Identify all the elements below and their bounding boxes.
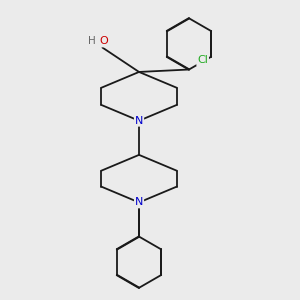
Text: Cl: Cl xyxy=(197,56,208,65)
Text: O: O xyxy=(99,37,108,46)
Text: N: N xyxy=(135,197,143,207)
Text: H: H xyxy=(88,37,95,46)
Text: N: N xyxy=(135,116,143,126)
